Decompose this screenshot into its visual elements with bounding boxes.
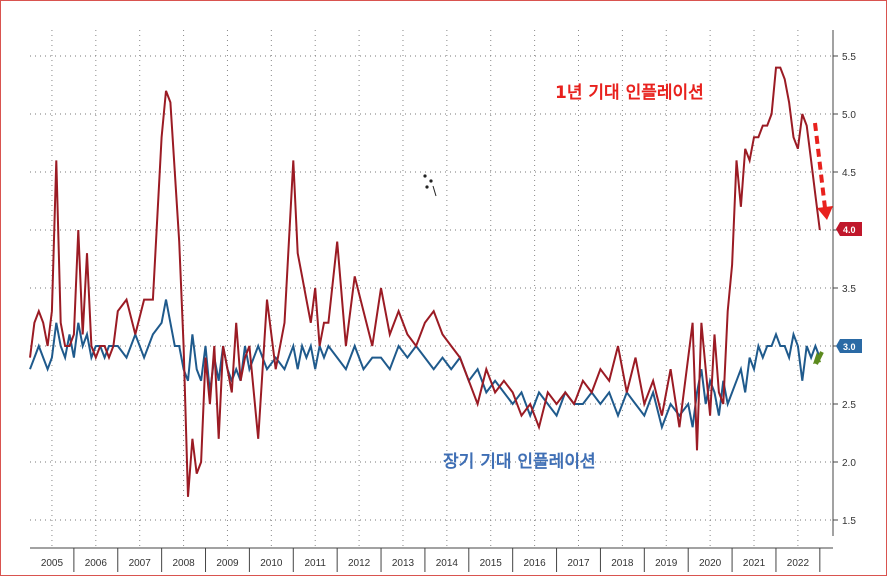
y-tick-label: 5.5	[842, 52, 856, 63]
x-tick-label: 2021	[743, 558, 766, 569]
up-arrow-icon	[813, 351, 824, 365]
x-tick-label: 2013	[392, 558, 415, 569]
x-tick-label: 2005	[41, 558, 64, 569]
x-tick-label: 2020	[699, 558, 722, 569]
x-tick-label: 2010	[260, 558, 283, 569]
x-tick-label: 2007	[129, 558, 152, 569]
y-tick-label: 1.5	[842, 516, 856, 527]
x-tick-label: 2018	[611, 558, 634, 569]
annotation-long-term: 장기 기대 인플레이션	[443, 452, 596, 472]
x-tick-label: 2016	[523, 558, 546, 569]
x-tick-label: 2009	[216, 558, 239, 569]
cursor-icon	[423, 174, 437, 197]
x-tick-labels: 2005 2006 2007 2008 2009 2010 2011 2012 2013 2014…	[41, 548, 821, 572]
x-tick-label: 2011	[304, 558, 326, 569]
y-tick-label: 2.0	[842, 458, 856, 469]
x-tick-label: 2012	[348, 558, 371, 569]
y-tick-labels: 5.5 5.0 4.5 4.0 3.5 3.0 2.5 2.0 1.5	[833, 52, 856, 527]
chart-axes	[30, 30, 834, 549]
svg-text:4.0: 4.0	[843, 225, 856, 235]
y-tick-label: 2.5	[842, 400, 856, 411]
down-arrow-icon	[813, 122, 833, 220]
x-tick-label: 2008	[172, 558, 195, 569]
x-tick-label: 2015	[480, 558, 503, 569]
x-tick-label: 2022	[787, 558, 810, 569]
y-tick-label: 5.0	[842, 110, 856, 121]
chart-grid	[30, 30, 833, 548]
series-line-long-term	[29, 299, 821, 431]
end-badge-one-year: 4.0	[836, 222, 862, 236]
y-tick-label: 4.5	[842, 168, 856, 179]
x-tick-label: 2006	[85, 558, 108, 569]
y-tick-label: 3.5	[842, 284, 856, 295]
svg-text:3.0: 3.0	[843, 342, 856, 352]
end-badge-long-term: 3.0	[836, 339, 862, 353]
x-tick-label: 2019	[655, 558, 678, 569]
series-line-one-year	[29, 66, 821, 497]
x-tick-label: 2017	[567, 558, 590, 569]
annotation-one-year: 1년 기대 인플레이션	[555, 83, 704, 103]
x-tick-label: 2014	[436, 558, 459, 569]
